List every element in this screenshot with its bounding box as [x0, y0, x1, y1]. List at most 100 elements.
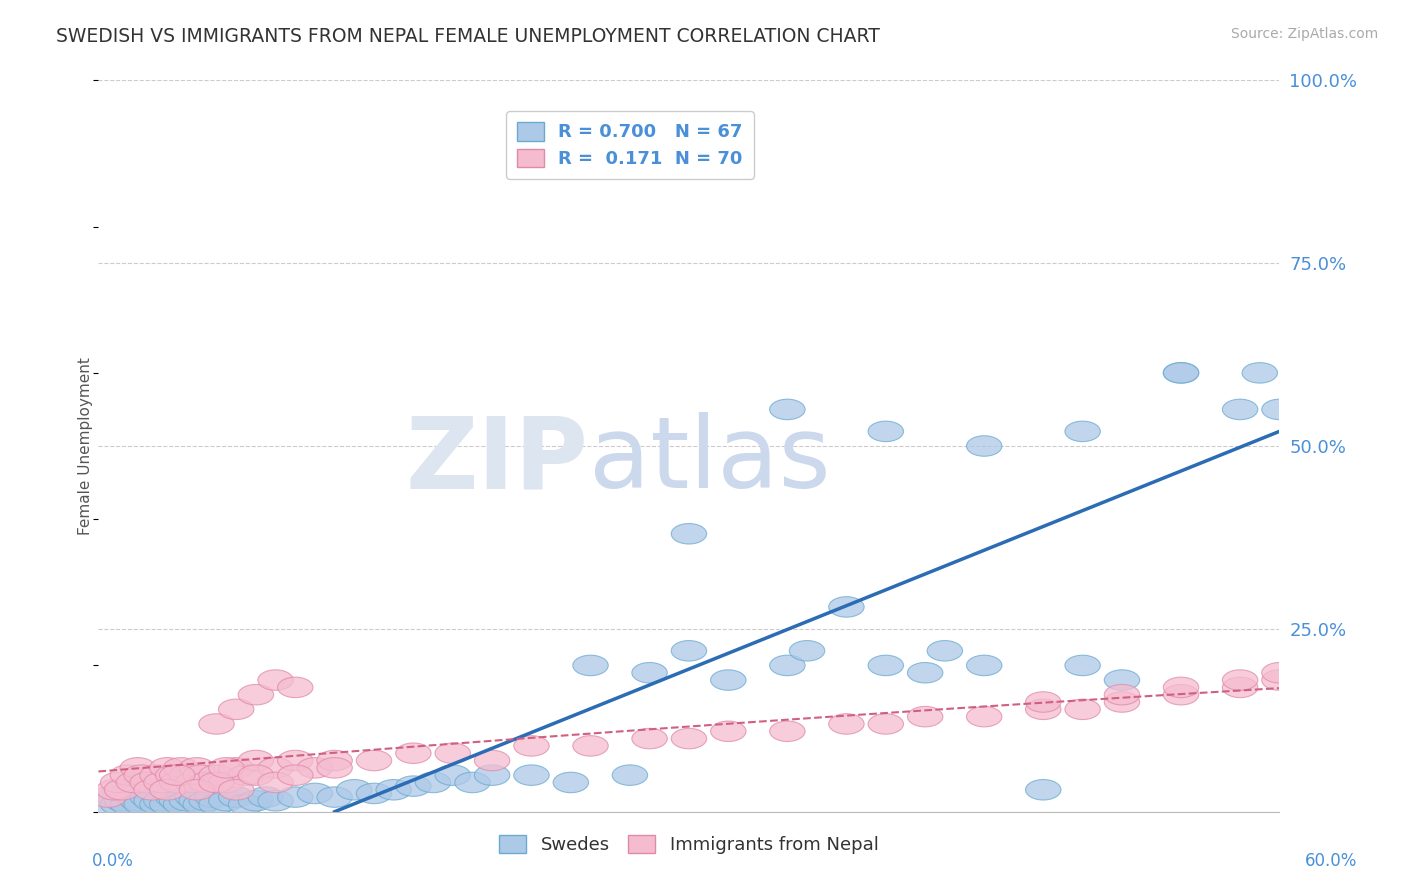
Ellipse shape: [277, 750, 314, 771]
Ellipse shape: [572, 656, 609, 675]
Ellipse shape: [868, 656, 904, 675]
Ellipse shape: [159, 790, 195, 811]
Ellipse shape: [188, 772, 225, 793]
Ellipse shape: [156, 765, 191, 785]
Ellipse shape: [415, 772, 451, 793]
Ellipse shape: [198, 765, 235, 785]
Ellipse shape: [100, 794, 136, 814]
Ellipse shape: [134, 780, 169, 800]
Ellipse shape: [1163, 677, 1199, 698]
Ellipse shape: [769, 400, 806, 419]
Ellipse shape: [124, 765, 159, 785]
Ellipse shape: [966, 706, 1002, 727]
Ellipse shape: [474, 750, 510, 771]
Ellipse shape: [188, 790, 225, 811]
Ellipse shape: [789, 640, 825, 661]
Ellipse shape: [117, 772, 152, 793]
Ellipse shape: [169, 765, 205, 785]
Ellipse shape: [257, 790, 294, 811]
Ellipse shape: [176, 772, 211, 793]
Ellipse shape: [149, 794, 186, 814]
Ellipse shape: [143, 772, 179, 793]
Ellipse shape: [1163, 363, 1199, 383]
Ellipse shape: [149, 757, 186, 778]
Ellipse shape: [1064, 656, 1101, 675]
Ellipse shape: [277, 765, 314, 785]
Ellipse shape: [1163, 684, 1199, 705]
Ellipse shape: [434, 743, 471, 764]
Ellipse shape: [671, 729, 707, 748]
Ellipse shape: [395, 743, 432, 764]
Ellipse shape: [1163, 363, 1199, 383]
Ellipse shape: [218, 699, 254, 720]
Ellipse shape: [104, 790, 139, 811]
Ellipse shape: [710, 721, 747, 741]
Ellipse shape: [1261, 400, 1298, 419]
Text: Source: ZipAtlas.com: Source: ZipAtlas.com: [1230, 27, 1378, 41]
Ellipse shape: [198, 714, 235, 734]
Ellipse shape: [218, 780, 254, 800]
Text: ZIP: ZIP: [406, 412, 589, 509]
Ellipse shape: [769, 721, 806, 741]
Ellipse shape: [316, 757, 353, 778]
Ellipse shape: [671, 640, 707, 661]
Ellipse shape: [1025, 692, 1062, 712]
Ellipse shape: [966, 436, 1002, 456]
Ellipse shape: [104, 780, 139, 800]
Text: SWEDISH VS IMMIGRANTS FROM NEPAL FEMALE UNEMPLOYMENT CORRELATION CHART: SWEDISH VS IMMIGRANTS FROM NEPAL FEMALE …: [56, 27, 880, 45]
Ellipse shape: [120, 790, 156, 811]
Ellipse shape: [297, 783, 333, 804]
Ellipse shape: [228, 794, 264, 814]
Ellipse shape: [156, 787, 191, 807]
Ellipse shape: [159, 765, 195, 785]
Ellipse shape: [769, 656, 806, 675]
Ellipse shape: [1064, 699, 1101, 720]
Ellipse shape: [513, 736, 550, 756]
Ellipse shape: [1104, 692, 1140, 712]
Ellipse shape: [124, 794, 159, 814]
Ellipse shape: [208, 790, 245, 811]
Ellipse shape: [129, 787, 166, 807]
Y-axis label: Female Unemployment: Female Unemployment: [77, 357, 93, 535]
Ellipse shape: [631, 663, 668, 683]
Ellipse shape: [139, 765, 176, 785]
Ellipse shape: [97, 780, 132, 800]
Text: 0.0%: 0.0%: [91, 852, 134, 870]
Ellipse shape: [572, 736, 609, 756]
Ellipse shape: [169, 790, 205, 811]
Ellipse shape: [139, 794, 176, 814]
Ellipse shape: [1261, 663, 1298, 683]
Ellipse shape: [208, 757, 245, 778]
Ellipse shape: [257, 772, 294, 793]
Ellipse shape: [134, 790, 169, 811]
Ellipse shape: [297, 757, 333, 778]
Ellipse shape: [513, 765, 550, 785]
Ellipse shape: [179, 790, 215, 811]
Ellipse shape: [100, 772, 136, 793]
Ellipse shape: [163, 794, 198, 814]
Ellipse shape: [97, 787, 132, 807]
Ellipse shape: [375, 780, 412, 800]
Text: 60.0%: 60.0%: [1305, 852, 1357, 870]
Ellipse shape: [612, 765, 648, 785]
Ellipse shape: [129, 772, 166, 793]
Ellipse shape: [828, 714, 865, 734]
Ellipse shape: [868, 421, 904, 442]
Ellipse shape: [257, 757, 294, 778]
Ellipse shape: [454, 772, 491, 793]
Ellipse shape: [159, 772, 195, 793]
Ellipse shape: [198, 794, 235, 814]
Ellipse shape: [927, 640, 963, 661]
Ellipse shape: [671, 524, 707, 544]
Ellipse shape: [218, 757, 254, 778]
Text: atlas: atlas: [589, 412, 830, 509]
Ellipse shape: [179, 780, 215, 800]
Ellipse shape: [316, 787, 353, 807]
Ellipse shape: [1261, 670, 1298, 690]
Ellipse shape: [336, 780, 373, 800]
Legend: Swedes, Immigrants from Nepal: Swedes, Immigrants from Nepal: [492, 828, 886, 861]
Ellipse shape: [179, 757, 215, 778]
Ellipse shape: [90, 794, 127, 814]
Ellipse shape: [163, 757, 198, 778]
Ellipse shape: [907, 706, 943, 727]
